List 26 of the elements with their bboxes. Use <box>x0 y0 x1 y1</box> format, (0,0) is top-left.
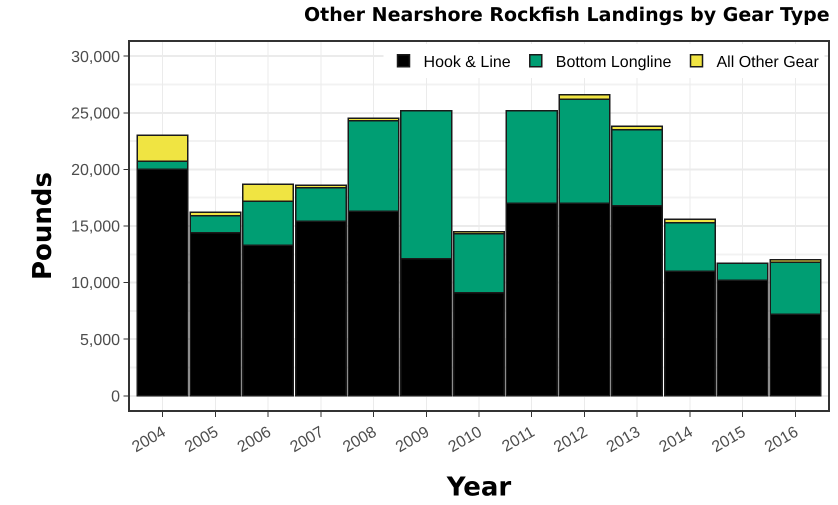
x-tick-label: 2006 <box>234 424 274 456</box>
x-tick-label: 2005 <box>182 424 222 456</box>
x-tick-label: 2009 <box>392 424 432 456</box>
x-tick-label: 2010 <box>446 424 486 456</box>
y-tick-label: 25,000 <box>71 105 120 122</box>
y-tick-label: 5,000 <box>80 332 120 349</box>
legend-label: Hook & Line <box>424 54 511 71</box>
y-tick-label: 10,000 <box>71 275 120 292</box>
chart-title: Other Nearshore Rockfish Landings by Gear Type <box>304 4 830 26</box>
x-axis-title: Year <box>446 472 512 502</box>
x-tick-label: 2007 <box>288 424 327 456</box>
x-tick-label: 2004 <box>129 424 169 456</box>
y-tick-label: 30,000 <box>71 48 120 66</box>
legend-label: Bottom Longline <box>556 54 672 71</box>
x-tick-label: 2012 <box>551 424 591 456</box>
y-axis-title: Pounds <box>28 172 58 280</box>
x-tick-label: 2014 <box>656 424 696 456</box>
x-tick-label: 2015 <box>709 424 749 456</box>
x-tick-label: 2008 <box>340 424 380 456</box>
y-tick-label: 20,000 <box>71 162 120 179</box>
y-tick-label: 0 <box>111 388 120 406</box>
x-tick-label: 2011 <box>499 424 538 456</box>
y-tick-label: 15,000 <box>71 218 120 236</box>
x-tick-label: 2013 <box>604 424 644 456</box>
legend-label: All Other Gear <box>716 54 820 71</box>
x-tick-label: 2016 <box>762 424 802 456</box>
